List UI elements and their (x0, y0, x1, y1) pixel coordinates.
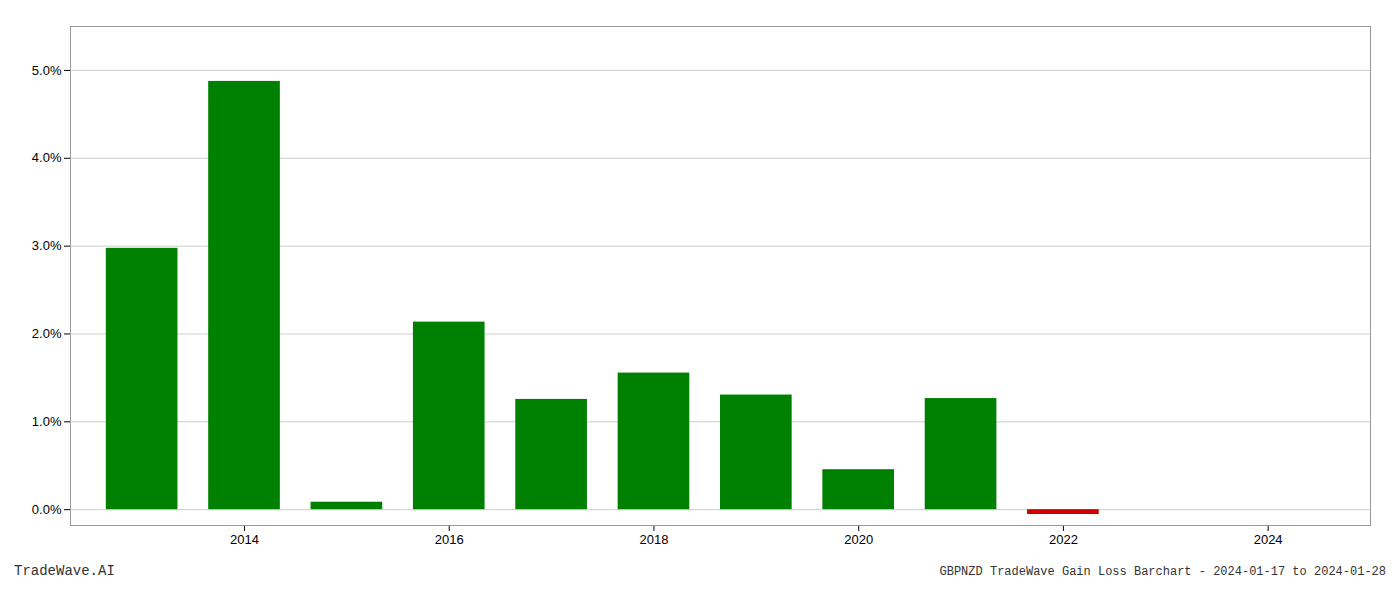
html-text:GBPNZD TradeWave Gain Loss Bar: GBPNZD TradeWave Gain Loss Barchart - 20… (939, 565, 1386, 579)
svg-text:3.0%: 3.0% (32, 238, 62, 253)
svg-text:1.0%: 1.0% (32, 414, 62, 429)
svg-text:2.0%: 2.0% (32, 326, 62, 341)
svg-text:4.0%: 4.0% (32, 150, 62, 165)
svg-text:0.0%: 0.0% (32, 502, 62, 517)
svg-text:2022: 2022 (1049, 532, 1078, 547)
svg-text:2020: 2020 (844, 532, 873, 547)
svg-text:2024: 2024 (1254, 532, 1283, 547)
html-text:TradeWave.AI: TradeWave.AI (14, 563, 115, 579)
svg-text:2014: 2014 (230, 532, 259, 547)
svg-text:5.0%: 5.0% (32, 63, 62, 78)
svg-text:2018: 2018 (640, 532, 669, 547)
svg-text:2016: 2016 (435, 532, 464, 547)
